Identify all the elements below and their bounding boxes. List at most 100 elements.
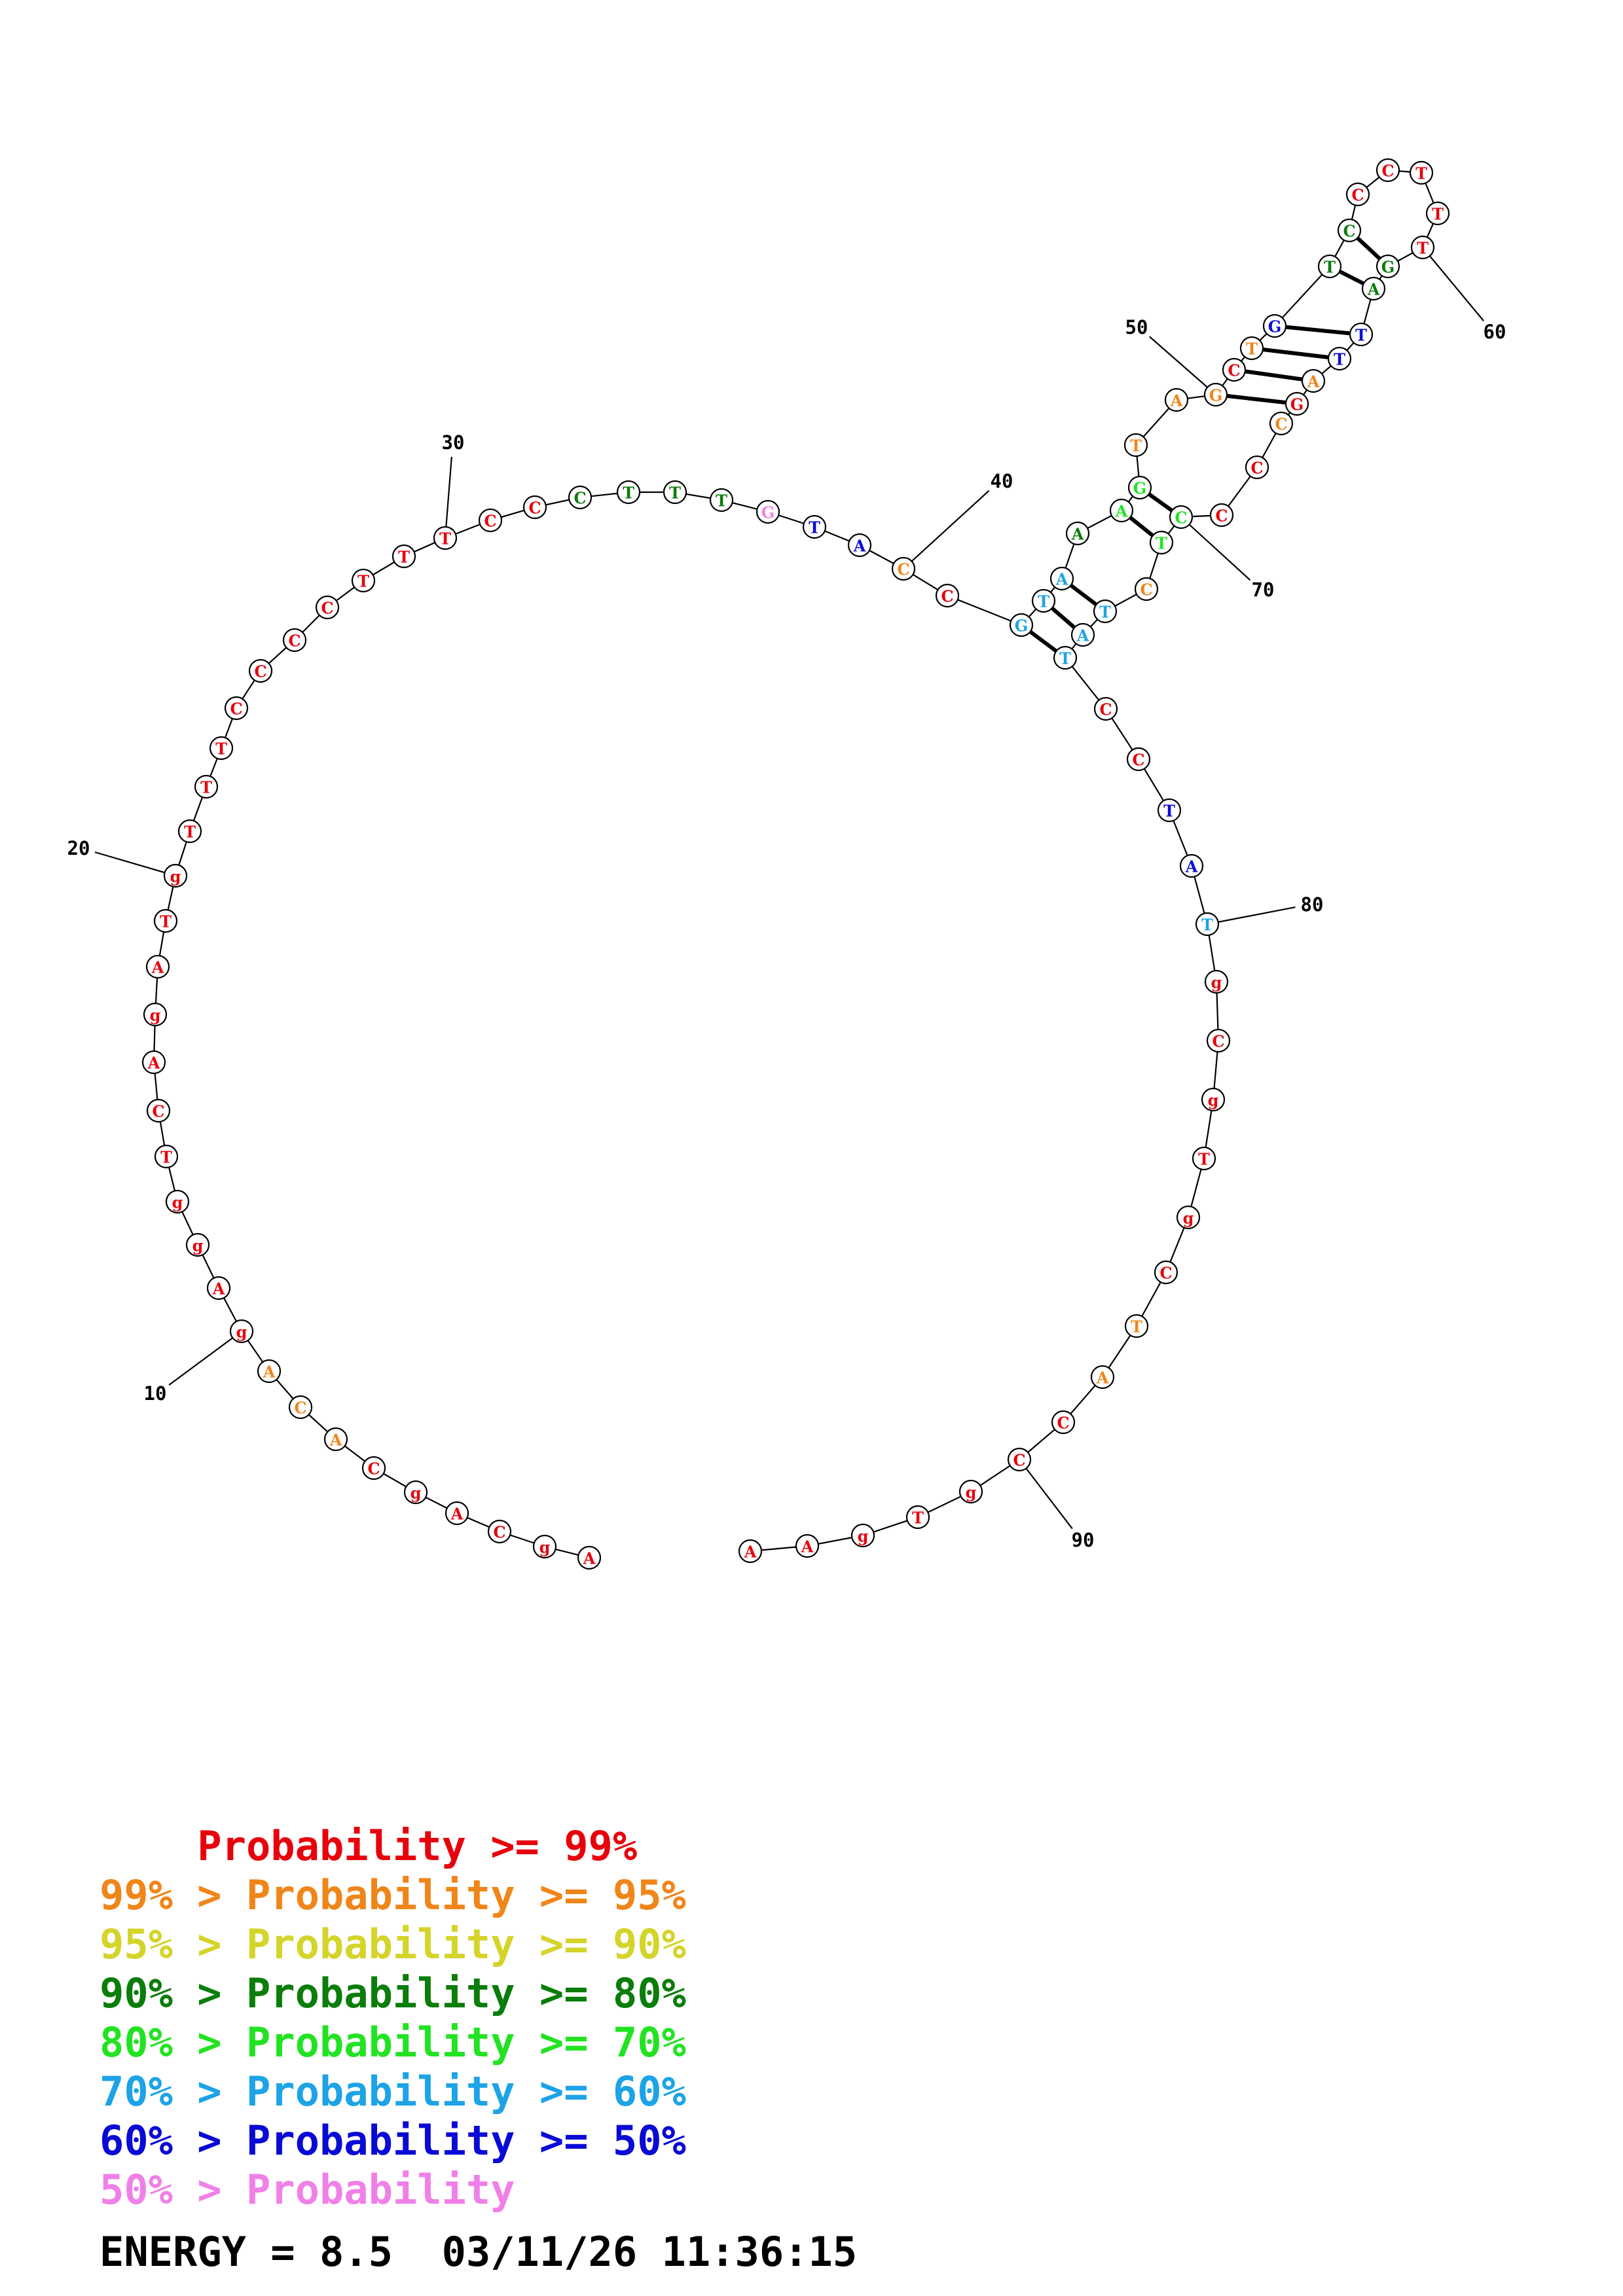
nucleotide-15: C [146, 1098, 171, 1123]
nucleotide-letter-24: C [230, 700, 242, 719]
nucleotide-letter-3: C [493, 1523, 505, 1542]
nucleotide-circle-3 [487, 1519, 512, 1544]
nucleotide-letter-41: C [941, 587, 953, 606]
nucleotide-letter-65: A [1307, 372, 1320, 391]
nucleotide-17: g [143, 1002, 168, 1027]
nucleotide-letter-95: A [744, 1543, 757, 1562]
nucleotide-circle-7 [323, 1427, 348, 1452]
nucleotide-circle-39 [847, 533, 872, 558]
nucleotide-74: A [1070, 622, 1095, 647]
nucleotide-letter-29: T [398, 548, 410, 567]
backbone-layer [153, 169, 1439, 1559]
nucleotide-50: G [1203, 382, 1228, 407]
nucleotide-letter-25: C [254, 662, 266, 681]
nucleotide-39: A [847, 533, 872, 558]
nucleotide-circle-58 [1409, 160, 1434, 185]
nucleotide-letter-82: C [1212, 1032, 1224, 1051]
nucleotide-letter-28: T [357, 572, 369, 591]
base-pair-bond-53-63 [1274, 324, 1362, 336]
nucleotide-letter-55: C [1343, 222, 1355, 241]
nucleotide-53: G [1262, 314, 1287, 338]
nucleotide-circle-78 [1157, 798, 1182, 823]
nucleotide-circle-53 [1262, 314, 1287, 338]
energy-timestamp-line: ENERGY = 8.5 03/11/26 11:36:15 [100, 2228, 858, 2276]
nucleotide-circle-62 [1361, 276, 1386, 301]
nucleotide-letter-23: T [215, 740, 227, 759]
nucleotide-circle-77 [1126, 747, 1151, 772]
position-tick-line-50 [1149, 336, 1216, 395]
nucleotide-9: A [257, 1359, 282, 1384]
nucleotide-58: T [1409, 160, 1434, 185]
nucleotide-3: C [487, 1519, 512, 1544]
nucleotide-73: T [1093, 599, 1118, 624]
nucleotide-circle-60 [1410, 235, 1435, 260]
nucleotide-letter-34: T [623, 484, 634, 503]
nucleotide-16: A [141, 1050, 166, 1075]
nucleotide-letter-63: T [1355, 326, 1367, 345]
nucleotide-circle-5 [403, 1480, 428, 1505]
nucleotide-letter-18: A [151, 958, 164, 977]
nucleotide-letter-86: C [1159, 1264, 1172, 1283]
nucleotide-circle-44 [1049, 566, 1074, 591]
nucleotide-letter-83: g [1208, 1091, 1219, 1110]
nucleotide-letter-88: A [1096, 1369, 1109, 1388]
nucleotide-letter-68: C [1250, 459, 1263, 478]
nucleotide-circle-68 [1245, 455, 1269, 480]
backbone-strand [153, 169, 1439, 1559]
nucleotide-letter-11: A [212, 1280, 225, 1299]
nucleotide-letter-80: T [1201, 916, 1213, 935]
nucleotide-letter-71: T [1156, 534, 1167, 553]
position-tick-label-50: 50 [1125, 316, 1148, 338]
nucleotide-letter-77: C [1132, 751, 1144, 770]
nucleotide-letter-4: A [450, 1505, 464, 1524]
nucleotide-letter-84: T [1198, 1150, 1210, 1169]
nucleotide-letter-10: g [236, 1323, 247, 1342]
nucleotide-letter-92: T [912, 1509, 924, 1528]
nucleotide-circle-17 [143, 1002, 168, 1027]
nucleotide-70: C [1169, 505, 1194, 529]
nucleotide-circle-35 [663, 480, 687, 505]
nucleotide-letter-39: A [853, 537, 866, 556]
nucleotide-circle-13 [165, 1189, 190, 1214]
nucleotide-22: T [194, 774, 219, 799]
nucleotide-circle-55 [1337, 218, 1362, 243]
nucleotide-circle-63 [1349, 322, 1374, 347]
position-tick-label-30: 30 [442, 431, 465, 454]
nucleotide-letter-57: C [1381, 162, 1394, 181]
position-tick-line-40 [903, 490, 990, 569]
nucleotide-letter-56: C [1351, 186, 1364, 205]
nucleotide-circle-90 [1007, 1447, 1032, 1472]
nucleotide-80: T [1195, 912, 1220, 937]
nucleotide-55: C [1337, 218, 1362, 243]
nucleotide-letter-32: C [528, 499, 541, 518]
nucleotide-60: T [1410, 235, 1435, 260]
nucleotide-letter-30: T [439, 529, 451, 548]
nucleotide-66: G [1285, 391, 1309, 416]
nucleotide-letter-50: G [1209, 386, 1223, 405]
nucleotide-circle-81 [1204, 969, 1229, 994]
position-tick-line-10 [168, 1331, 242, 1386]
nucleotide-4: A [445, 1501, 469, 1526]
nucleotide-92: T [905, 1505, 930, 1530]
nucleotide-letter-43: T [1038, 592, 1049, 611]
nucleotide-circle-83 [1201, 1087, 1226, 1112]
nucleotide-letter-93: g [858, 1527, 869, 1546]
nucleotide-letter-72: C [1140, 581, 1152, 600]
position-tick-line-60 [1422, 247, 1484, 321]
nucleotide-circle-72 [1134, 577, 1159, 601]
nucleotide-37: G [756, 499, 780, 524]
nucleotide-letter-54: T [1324, 258, 1336, 277]
position-tick-line-70 [1180, 516, 1251, 581]
nucleotide-letter-31: C [484, 512, 496, 531]
nucleotide-letter-85: g [1183, 1209, 1194, 1228]
nucleotide-circle-70 [1169, 505, 1194, 529]
nucleotide-67: C [1269, 411, 1294, 436]
nucleotide-14: T [154, 1144, 179, 1169]
nucleotide-78: T [1157, 798, 1182, 823]
nucleotide-circle-34 [616, 480, 641, 505]
nucleotide-circle-91 [958, 1479, 983, 1504]
nucleotide-68: C [1245, 455, 1269, 480]
nucleotide-letter-42: G [1015, 617, 1029, 636]
nucleotide-31: C [478, 508, 503, 533]
nucleotide-32: C [522, 495, 547, 520]
